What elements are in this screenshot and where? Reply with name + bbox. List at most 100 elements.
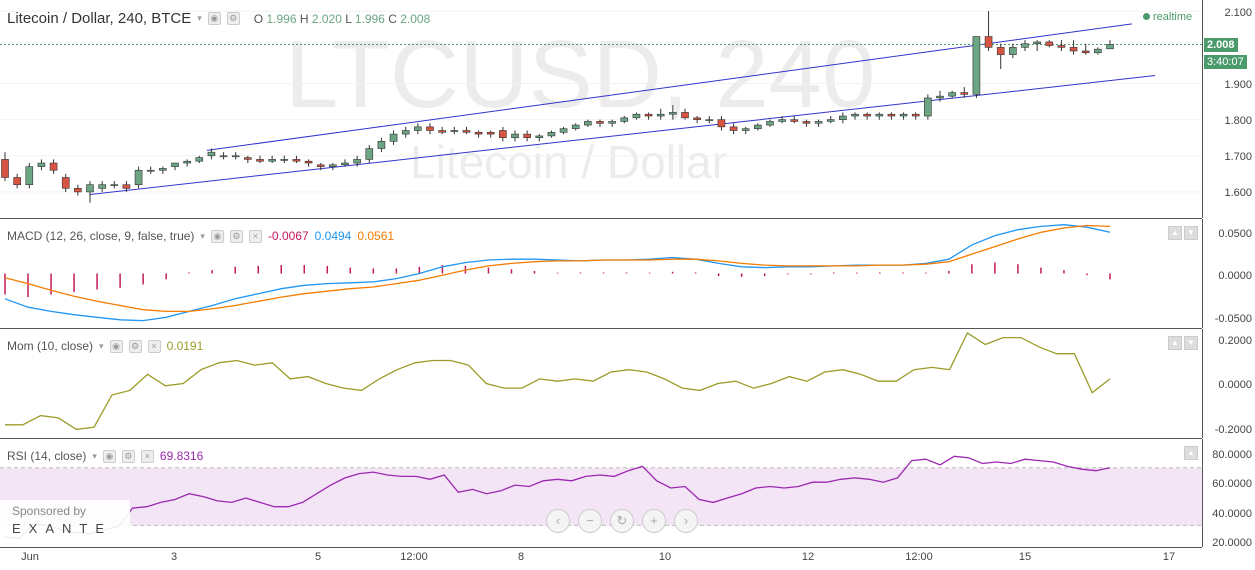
macd-title[interactable]: MACD (12, 26, close, 9, false, true) <box>7 229 195 243</box>
candle-body <box>25 166 34 186</box>
price-tick: 1.600 <box>1224 187 1252 199</box>
time-tick: 3 <box>170 551 178 563</box>
candle-body <box>814 121 823 124</box>
candle-body <box>984 36 993 48</box>
candle-body <box>620 117 629 122</box>
price-pane[interactable]: LTCUSD, 240 Litecoin / Dollar <box>0 0 1202 218</box>
zoom-out-icon[interactable]: − <box>578 509 602 533</box>
mom-chart[interactable] <box>0 329 1202 438</box>
candle-body <box>280 159 289 161</box>
open-value: 1.996 <box>266 11 297 26</box>
candle-body <box>1081 50 1090 54</box>
candle-body <box>960 92 969 95</box>
candle-body <box>693 117 701 120</box>
symbol-title[interactable]: Litecoin / Dollar, 240, BTCE <box>7 10 192 27</box>
candle-body <box>171 162 179 167</box>
gear-icon[interactable]: ⚙ <box>226 12 240 25</box>
candle-body <box>596 121 604 124</box>
candle-body <box>329 164 337 167</box>
macd-axis[interactable]: 0.0500 0.0000 -0.0500 <box>1202 219 1255 328</box>
candle-body <box>511 133 519 139</box>
candle-body <box>316 164 325 167</box>
sponsor-badge[interactable]: Sponsored by EXANTE <box>0 500 130 540</box>
mom-axis[interactable]: 0.2000 0.0000 -0.2000 <box>1202 329 1255 438</box>
candle-body <box>146 169 155 172</box>
close-icon[interactable]: × <box>140 449 154 463</box>
time-tick: 5 <box>314 551 322 563</box>
candle-body <box>571 124 580 129</box>
mom-tick: 0.0000 <box>1218 379 1252 391</box>
candle-body <box>13 177 21 186</box>
candle-body <box>911 113 920 117</box>
macd-pane[interactable] <box>0 219 1202 328</box>
reset-icon[interactable]: ↻ <box>610 509 634 533</box>
move-up-icon[interactable]: ▲ <box>1168 336 1182 350</box>
close-icon[interactable]: × <box>147 339 161 353</box>
move-up-icon[interactable]: ▲ <box>1168 226 1182 240</box>
candle-body <box>948 92 956 97</box>
gear-icon[interactable]: ⚙ <box>121 449 135 463</box>
price-axis[interactable]: 2.100 1.900 1.800 1.700 1.600 <box>1202 0 1255 218</box>
mom-title[interactable]: Mom (10, close) <box>7 339 94 353</box>
scroll-left-icon[interactable]: ‹ <box>546 509 570 533</box>
rsi-tick: 20.0000 <box>1212 537 1252 549</box>
pane-divider <box>0 328 1202 329</box>
candle-body <box>244 157 252 160</box>
close-label: C <box>388 11 397 26</box>
candle-body <box>851 113 859 117</box>
rsi-axis[interactable]: 80.0000 60.0000 40.0000 20.0000 <box>1202 439 1255 549</box>
candle-body <box>61 177 70 189</box>
gear-icon[interactable]: ⚙ <box>229 229 243 243</box>
candle-body <box>936 95 944 99</box>
candle-body <box>183 160 191 164</box>
move-down-icon[interactable]: ▼ <box>1184 226 1198 240</box>
gear-icon[interactable]: ⚙ <box>128 339 142 353</box>
scroll-right-icon[interactable]: › <box>674 509 698 533</box>
lower-channel-line <box>89 75 1156 195</box>
candle-body <box>972 36 981 95</box>
eye-icon[interactable]: ◉ <box>102 449 116 463</box>
eye-icon[interactable]: ◉ <box>109 339 123 353</box>
macd-tick: 0.0000 <box>1218 270 1252 282</box>
time-axis[interactable]: Jun 3 5 12:00 8 10 12 12:00 15 17 <box>0 548 1202 570</box>
move-up-icon[interactable]: ▲ <box>1184 446 1198 460</box>
move-down-icon[interactable]: ▼ <box>1184 336 1198 350</box>
close-icon[interactable]: × <box>248 229 262 243</box>
rsi-tick: 80.0000 <box>1212 449 1252 461</box>
upper-channel-line <box>206 23 1133 151</box>
candle-body <box>1009 47 1017 55</box>
candle-body <box>741 128 750 131</box>
chevron-down-icon[interactable]: ▾ <box>197 13 202 23</box>
rsi-title[interactable]: RSI (14, close) <box>7 449 87 463</box>
candle-body <box>669 112 677 115</box>
zoom-controls: ‹ − ↻ + › <box>546 509 698 533</box>
candle-body <box>656 113 665 117</box>
chevron-down-icon[interactable]: ▾ <box>92 450 97 461</box>
chevron-down-icon[interactable]: ▾ <box>99 340 104 351</box>
candle-body <box>256 159 264 162</box>
candle-body <box>1057 45 1066 48</box>
mom-pane[interactable] <box>0 329 1202 438</box>
rsi-legend: RSI (14, close) ▾ ◉ ⚙ × 69.8316 <box>7 449 203 463</box>
candle-body <box>1021 43 1029 48</box>
candle-body <box>1033 41 1041 45</box>
eye-icon[interactable]: ◉ <box>207 12 221 25</box>
candle-body <box>195 157 204 162</box>
chevron-down-icon[interactable]: ▾ <box>200 230 205 241</box>
macd-legend: MACD (12, 26, close, 9, false, true) ▾ ◉… <box>7 229 394 243</box>
candle-body <box>474 131 483 135</box>
price-tick: 1.800 <box>1224 115 1252 127</box>
eye-icon[interactable]: ◉ <box>210 229 224 243</box>
candle-body <box>705 119 714 121</box>
zoom-in-icon[interactable]: + <box>642 509 666 533</box>
candle-body <box>353 159 361 164</box>
time-tick: 8 <box>517 551 525 563</box>
candle-body <box>49 162 58 171</box>
macd-chart[interactable] <box>0 219 1202 328</box>
signal-line <box>4 224 1111 313</box>
time-tick: 12:00 <box>905 551 933 563</box>
candle-body <box>839 115 847 120</box>
candle-body <box>1069 47 1078 52</box>
price-tick: 1.700 <box>1224 151 1252 163</box>
price-chart[interactable] <box>0 0 1202 218</box>
